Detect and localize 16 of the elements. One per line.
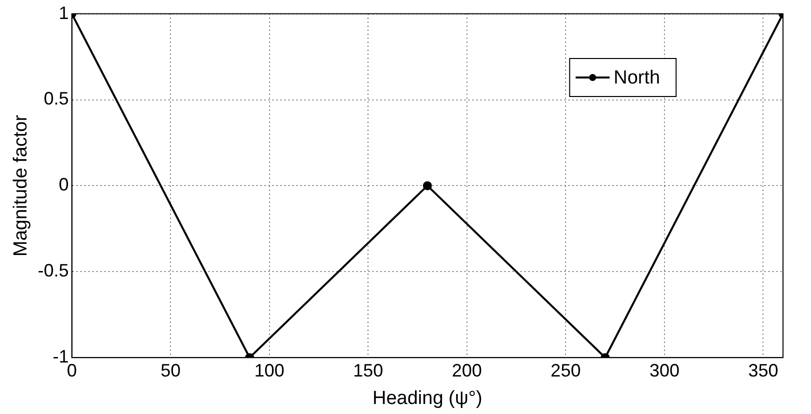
y-tick-label: 1 [58,2,69,23]
x-tick-label: 250 [550,360,581,380]
y-tick-label: -1 [52,346,69,367]
x-tick-label: 200 [452,360,482,380]
x-tick-label: 50 [160,360,181,380]
x-tick-label: 300 [649,360,680,380]
y-axis-title: Magnitude factor [10,114,32,256]
y-tick-label: 0.5 [44,88,69,109]
point [422,181,432,190]
x-axis-title: Heading (ψ°) [372,388,482,409]
x-tick-label: 350 [748,360,778,380]
y-tick-label: 0 [58,174,69,195]
y-tick-label: -0.5 [38,260,69,281]
legend-label: North [614,68,660,89]
x-tick-label: 100 [254,360,284,380]
x-tick-label: 150 [353,360,384,380]
